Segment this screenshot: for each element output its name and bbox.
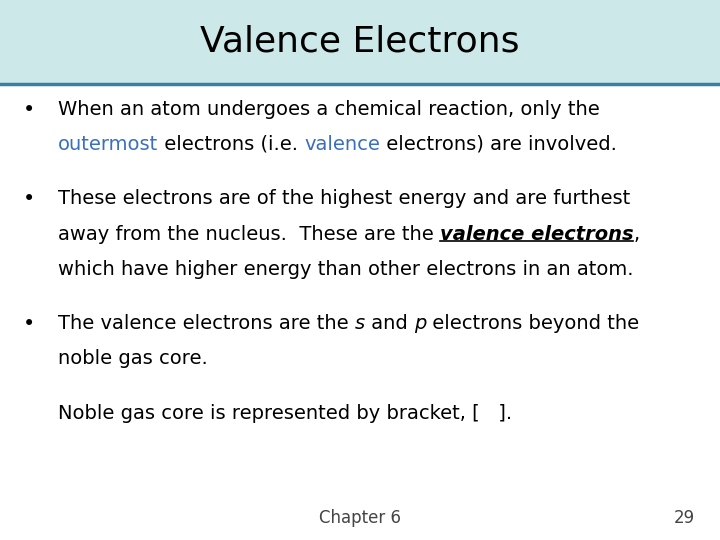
Text: s: s	[354, 314, 364, 333]
Text: which have higher energy than other electrons in an atom.: which have higher energy than other elec…	[58, 260, 633, 279]
Text: These electrons are of the highest energy and are furthest: These electrons are of the highest energ…	[58, 190, 630, 208]
Text: Noble gas core is represented by bracket, [   ].: Noble gas core is represented by bracket…	[58, 403, 512, 422]
Text: 29: 29	[674, 509, 695, 528]
Text: Valence Electrons: Valence Electrons	[200, 25, 520, 59]
Text: electrons (i.e.: electrons (i.e.	[158, 135, 304, 154]
Text: valence: valence	[304, 135, 380, 154]
Text: •: •	[22, 100, 35, 120]
Text: The valence electrons are the: The valence electrons are the	[58, 314, 354, 333]
Text: electrons beyond the: electrons beyond the	[426, 314, 639, 333]
Text: noble gas core.: noble gas core.	[58, 349, 207, 368]
Text: •: •	[22, 190, 35, 210]
Text: p: p	[413, 314, 426, 333]
Text: •: •	[22, 314, 35, 334]
Text: Chapter 6: Chapter 6	[319, 509, 401, 528]
Text: valence electrons: valence electrons	[440, 225, 633, 244]
Text: and: and	[364, 314, 413, 333]
Bar	[0, 0, 720, 84]
Text: When an atom undergoes a chemical reaction, only the: When an atom undergoes a chemical reacti…	[58, 100, 599, 119]
Text: outermost: outermost	[58, 135, 158, 154]
Text: ,: ,	[633, 225, 639, 244]
Text: away from the nucleus.  These are the: away from the nucleus. These are the	[58, 225, 440, 244]
Text: electrons) are involved.: electrons) are involved.	[380, 135, 617, 154]
